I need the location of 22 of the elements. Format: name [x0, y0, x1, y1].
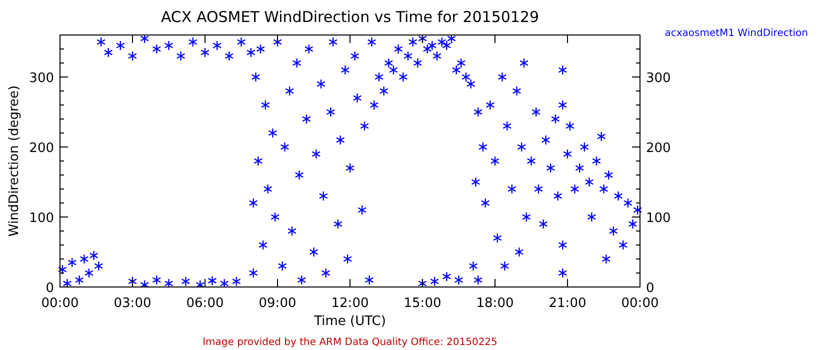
y2-tick-label: 100: [646, 211, 671, 226]
text: acxaosmetM1 WindDirection: [664, 28, 808, 39]
x-tick-label: 00:00: [621, 296, 659, 311]
y2-tick-label: 200: [646, 141, 671, 156]
y-tick-label: 100: [29, 211, 54, 226]
x-tick-label: 00:00: [41, 296, 79, 311]
y-tick-label: 200: [29, 141, 54, 156]
x-axis-title: Time (UTC): [313, 314, 386, 329]
y2-tick-label: 300: [646, 71, 671, 86]
x-tick-label: 03:00: [114, 296, 152, 311]
y-tick-label: 300: [29, 71, 54, 86]
y-axis-title: WindDirection (degree): [7, 85, 22, 237]
y2-tick-label: 0: [646, 281, 654, 296]
x-tick-label: 06:00: [186, 296, 224, 311]
x-tick-label: 21:00: [548, 296, 586, 311]
x-tick-label: 09:00: [258, 296, 296, 311]
y-tick-label: 0: [46, 281, 54, 296]
x-tick-label: 18:00: [476, 296, 514, 311]
x-tick-label: 12:00: [331, 296, 369, 311]
text: Image provided by the ARM Data Quality Office: 20150225: [202, 337, 498, 348]
chart-title: ACX AOSMET WindDirection vs Time for 20150129: [160, 8, 540, 26]
x-tick-label: 15:00: [404, 296, 442, 311]
